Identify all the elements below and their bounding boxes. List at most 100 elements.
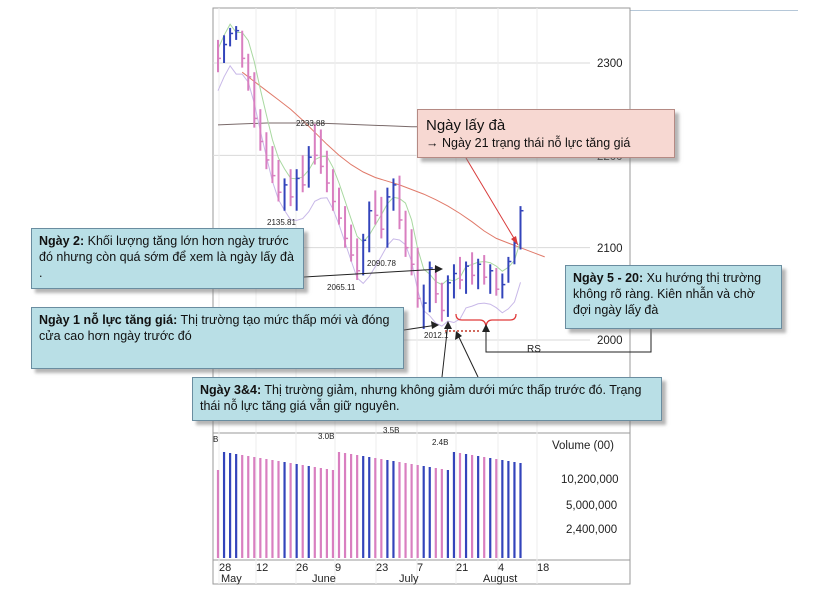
price-bar bbox=[507, 256, 512, 283]
price-bar bbox=[386, 187, 391, 248]
price-bar bbox=[440, 282, 445, 322]
callout-day1-body: Thị trường tạo mức thấp mới và đóng cửa … bbox=[39, 313, 390, 343]
price-bar bbox=[223, 35, 228, 63]
price-bar bbox=[392, 178, 397, 211]
callout-day2-title: Ngày 2: bbox=[39, 234, 85, 248]
price-bar bbox=[362, 233, 367, 276]
top-divider-line bbox=[626, 10, 798, 11]
callout-day-2: Ngày 2: Khối lượng tăng lớn hơn ngày trư… bbox=[31, 228, 304, 289]
price-bar bbox=[307, 146, 312, 188]
price-bar bbox=[235, 26, 240, 40]
volume-panel bbox=[212, 432, 631, 561]
price-bar bbox=[295, 169, 300, 211]
arrow-day34-b bbox=[456, 332, 479, 378]
callout-day520-body: Xu hướng thị trường không rõ ràng. Kiên … bbox=[573, 271, 762, 317]
price-bar bbox=[253, 72, 258, 128]
x-day-9: 9 bbox=[335, 562, 341, 574]
price-tick-2100: 2100 bbox=[597, 243, 623, 255]
arrow-main-to-ftd bbox=[465, 157, 519, 246]
price-bar bbox=[271, 146, 276, 184]
x-day-21: 21 bbox=[456, 562, 468, 574]
price-bar bbox=[217, 39, 221, 73]
volume-tick-2400000: 2,400,000 bbox=[566, 524, 617, 536]
price-bar bbox=[446, 275, 451, 317]
arrowhead-day34-a bbox=[444, 321, 452, 329]
rs-label: RS bbox=[527, 344, 541, 355]
price-bar bbox=[338, 187, 342, 225]
callout-day2-body: Khối lượng tăng lớn hơn ngày trước đó nh… bbox=[39, 234, 294, 280]
price-bars bbox=[217, 26, 524, 329]
arrowhead-day1 bbox=[431, 321, 439, 329]
volume-annotation-2-4b: 2.4B bbox=[432, 438, 448, 447]
arrow-day2 bbox=[303, 268, 442, 278]
x-day-7: 7 bbox=[417, 562, 423, 574]
volume-tick-10200000: 10,200,000 bbox=[561, 474, 619, 486]
price-bar bbox=[350, 224, 355, 262]
price-bar bbox=[301, 155, 306, 193]
price-bar bbox=[319, 129, 324, 174]
price-bar bbox=[471, 252, 476, 285]
price-annotation-2065: 2065.11 bbox=[327, 283, 356, 292]
x-day-12: 12 bbox=[256, 562, 268, 574]
price-bar bbox=[344, 206, 349, 248]
price-bar bbox=[247, 53, 252, 91]
price-annotation-2012: 2012.1 bbox=[424, 331, 449, 340]
price-annotation-2135: 2135.81 bbox=[267, 218, 296, 227]
price-bar bbox=[380, 196, 385, 239]
price-annotation-2090: 2090.78 bbox=[367, 259, 396, 268]
price-bar bbox=[331, 169, 336, 211]
volume-tick-5000000: 5,000,000 bbox=[566, 500, 617, 512]
price-bar bbox=[477, 258, 482, 290]
price-bar bbox=[404, 210, 409, 257]
callout-follow-through-day: Ngày lấy đà → Ngày 21 trạng thái nỗ lực … bbox=[417, 109, 675, 158]
callout-day-1: Ngày 1 nỗ lực tăng giá: Thị trường tạo m… bbox=[31, 307, 404, 369]
price-bar bbox=[229, 27, 234, 47]
price-bar bbox=[325, 150, 330, 193]
x-day-18: 18 bbox=[537, 562, 549, 574]
arrowhead-main bbox=[511, 236, 518, 245]
chart-text: 2300 2200 2100 2000 Volume (00) 10,200,0… bbox=[213, 58, 623, 585]
price-bar bbox=[519, 206, 524, 250]
price-bar bbox=[277, 159, 282, 202]
price-tick-2000: 2000 bbox=[597, 335, 623, 347]
price-bar bbox=[265, 132, 270, 170]
price-bar bbox=[313, 123, 318, 165]
x-day-23: 23 bbox=[376, 562, 388, 574]
x-day-4: 4 bbox=[498, 562, 504, 574]
price-bar bbox=[465, 261, 470, 294]
price-tick-2300: 2300 bbox=[597, 58, 623, 70]
volume-bars bbox=[216, 452, 522, 558]
arrow-day1 bbox=[403, 324, 438, 331]
price-bar bbox=[356, 238, 361, 280]
x-day-28: 28 bbox=[219, 562, 231, 574]
price-bar bbox=[483, 255, 488, 285]
x-month-june: June bbox=[312, 573, 336, 585]
price-bar bbox=[495, 267, 500, 296]
x-month-july: July bbox=[399, 573, 419, 585]
volume-annotation-3-0b: 3.0B bbox=[318, 432, 334, 441]
price-bar bbox=[241, 30, 246, 68]
price-bar bbox=[422, 284, 427, 329]
date-axis-strip bbox=[212, 559, 631, 585]
price-bar bbox=[459, 256, 463, 290]
price-annotation-2233: 2233.88 bbox=[296, 119, 325, 128]
price-bar bbox=[398, 175, 403, 230]
volume-axis-label: Volume (00) bbox=[552, 440, 614, 452]
callout-main-body: → Ngày 21 trạng thái nỗ lực tăng giá bbox=[426, 136, 631, 150]
price-bar bbox=[374, 190, 379, 225]
price-bar bbox=[410, 229, 415, 276]
callout-day-3-4: Ngày 3&4: Thị trường giảm, nhưng không g… bbox=[192, 377, 662, 421]
price-bar bbox=[259, 109, 264, 151]
x-day-26: 26 bbox=[296, 562, 308, 574]
annotation-shapes bbox=[303, 157, 652, 378]
arrowhead-day5-20 bbox=[482, 324, 490, 332]
callout-day34-title: Ngày 3&4: bbox=[200, 383, 262, 397]
price-bar bbox=[416, 247, 421, 308]
volume-annotation-b: B bbox=[213, 435, 218, 444]
price-bar bbox=[283, 178, 288, 211]
price-bar bbox=[289, 169, 294, 207]
arrow-day34-a bbox=[441, 322, 449, 378]
callout-day520-title: Ngày 5 - 20: bbox=[573, 271, 644, 285]
price-bar bbox=[501, 273, 506, 299]
arrow-day5-20 bbox=[485, 327, 652, 353]
